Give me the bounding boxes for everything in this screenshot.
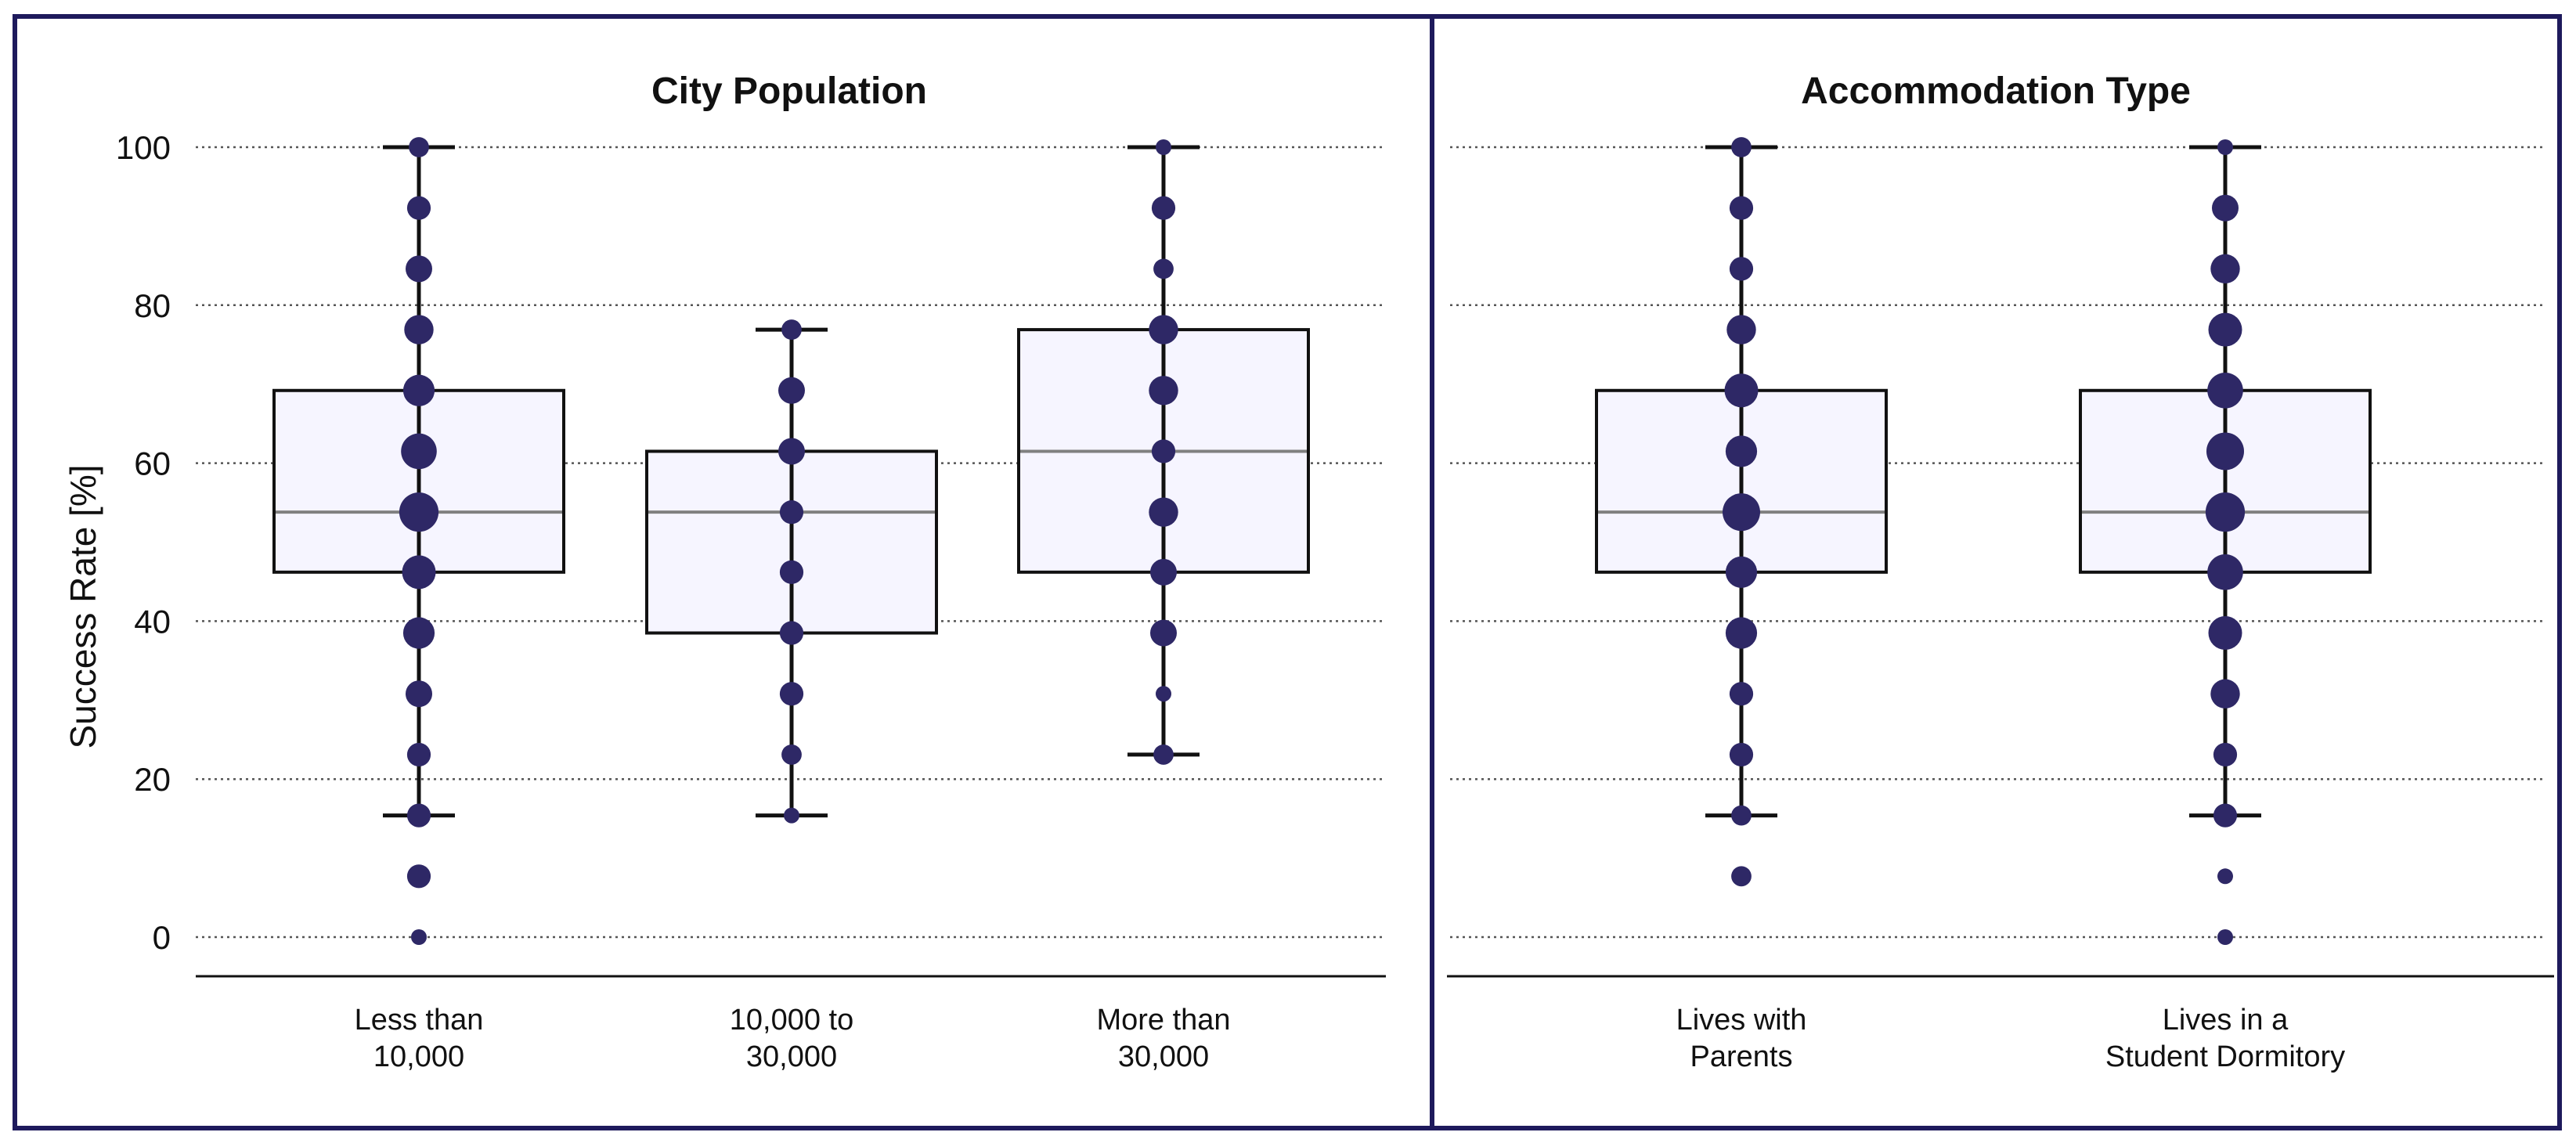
y-tick-label-20: 20 bbox=[134, 761, 171, 798]
data-point bbox=[406, 680, 432, 708]
y-tick-label-40: 40 bbox=[134, 603, 171, 640]
data-point bbox=[781, 319, 802, 340]
data-point bbox=[1725, 435, 1758, 467]
category-label-line-1: More than bbox=[1096, 1004, 1230, 1037]
data-point bbox=[779, 500, 804, 525]
category-label-line-1: Less than bbox=[355, 1004, 484, 1037]
data-point bbox=[406, 255, 432, 283]
data-point bbox=[402, 555, 436, 590]
data-point bbox=[2206, 432, 2244, 471]
data-point bbox=[1156, 686, 1171, 702]
data-point bbox=[779, 682, 804, 706]
data-point bbox=[1725, 617, 1758, 649]
category-label-line-1: Lives in a bbox=[2163, 1004, 2289, 1037]
data-point bbox=[2207, 554, 2243, 590]
panel-title-city-population: City Population bbox=[651, 70, 927, 112]
data-point bbox=[1149, 376, 1178, 406]
category-label-line-2: 10,000 bbox=[373, 1040, 464, 1073]
data-point bbox=[1729, 742, 1754, 767]
data-point bbox=[2208, 616, 2242, 651]
data-point bbox=[404, 315, 434, 344]
data-point bbox=[1723, 493, 1760, 532]
category-label-line-2: Parents bbox=[1690, 1040, 1793, 1073]
data-point bbox=[1725, 556, 1758, 588]
category-label-line-1: 10,000 to bbox=[730, 1004, 853, 1037]
data-point bbox=[402, 374, 435, 406]
data-point bbox=[2213, 803, 2238, 828]
data-point bbox=[2210, 679, 2240, 709]
data-point bbox=[399, 492, 439, 532]
data-point bbox=[778, 438, 805, 465]
data-point bbox=[2212, 194, 2239, 222]
data-point bbox=[1156, 139, 1171, 155]
data-point bbox=[1731, 805, 1752, 826]
data-point bbox=[778, 377, 805, 404]
category-label-line-2: 30,000 bbox=[746, 1040, 837, 1073]
data-point bbox=[2208, 312, 2242, 347]
data-point bbox=[779, 560, 804, 584]
data-point bbox=[409, 137, 429, 157]
data-point bbox=[2207, 372, 2243, 409]
data-point bbox=[2213, 742, 2238, 767]
panel-title-accommodation-type: Accommodation Type bbox=[1801, 70, 2191, 112]
y-axis-label: Success Rate [%] bbox=[63, 464, 103, 748]
data-point bbox=[1153, 258, 1174, 279]
data-point bbox=[1726, 315, 1756, 344]
data-point bbox=[402, 617, 435, 649]
category-label-line-2: 30,000 bbox=[1118, 1040, 1209, 1073]
data-point bbox=[781, 745, 802, 765]
data-point bbox=[779, 621, 804, 645]
data-point bbox=[2205, 492, 2246, 532]
y-tick-label-100: 100 bbox=[116, 129, 171, 166]
data-point bbox=[1149, 497, 1178, 527]
data-point bbox=[1153, 745, 1174, 765]
y-tick-label-80: 80 bbox=[134, 287, 171, 324]
right-panel-frame bbox=[1430, 14, 2562, 1130]
data-point bbox=[1149, 315, 1178, 344]
y-tick-label-0: 0 bbox=[153, 919, 171, 956]
data-point bbox=[406, 742, 431, 767]
data-point bbox=[1729, 257, 1754, 281]
data-point bbox=[1150, 619, 1177, 647]
data-point bbox=[406, 196, 431, 220]
data-point bbox=[411, 929, 427, 945]
y-tick-label-60: 60 bbox=[134, 445, 171, 482]
category-label-line-1: Lives with bbox=[1676, 1004, 1807, 1037]
data-point bbox=[2210, 254, 2240, 284]
data-point bbox=[406, 803, 431, 828]
data-point bbox=[1731, 866, 1752, 887]
data-point bbox=[2217, 868, 2233, 885]
data-point bbox=[1731, 137, 1752, 157]
data-point bbox=[1150, 558, 1177, 586]
data-point bbox=[406, 864, 431, 889]
data-point bbox=[2217, 929, 2233, 945]
data-point bbox=[1151, 439, 1176, 463]
data-point bbox=[1151, 196, 1176, 220]
data-point bbox=[1724, 373, 1759, 408]
data-point bbox=[1729, 196, 1754, 220]
category-label-line-2: Student Dormitory bbox=[2105, 1040, 2345, 1073]
data-point bbox=[1729, 682, 1754, 706]
data-point bbox=[2217, 139, 2233, 155]
data-point bbox=[401, 433, 437, 470]
data-point bbox=[784, 807, 799, 824]
